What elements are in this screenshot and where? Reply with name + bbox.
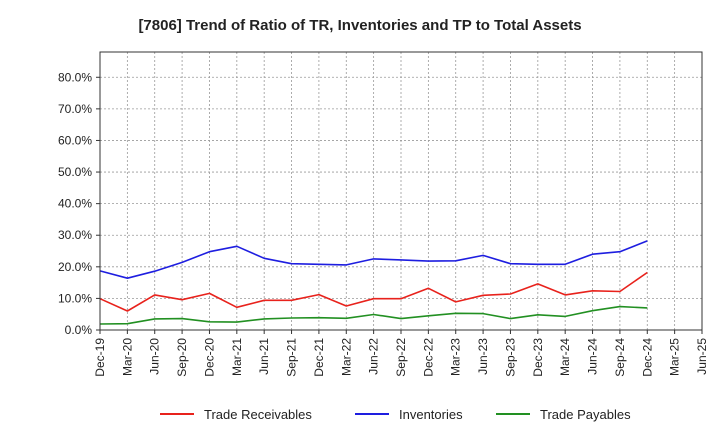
grid-lines (100, 52, 702, 330)
y-tick-label: 10.0% (58, 291, 92, 305)
x-tick-label: Jun-24 (586, 338, 600, 375)
x-tick-label: Sep-24 (613, 338, 627, 377)
y-tick-label: 60.0% (58, 133, 92, 147)
series-line-inventories (99, 240, 648, 280)
x-tick-label: Jun-20 (148, 338, 162, 375)
x-tick-label: Mar-20 (120, 338, 134, 376)
y-tick-label: 30.0% (58, 228, 92, 242)
x-tick-label: Mar-25 (668, 338, 682, 376)
x-tick-label: Sep-21 (285, 338, 299, 377)
legend: Trade Receivables Inventories Trade Payabl… (160, 407, 631, 422)
chart-title: [7806] Trend of Ratio of TR, Inventories… (138, 17, 581, 34)
x-tick-label: Jun-21 (257, 338, 271, 375)
x-tick-label: Dec-22 (421, 338, 435, 377)
x-tick-label: Sep-22 (394, 338, 408, 377)
x-tick-label: Dec-21 (312, 338, 326, 377)
x-tick-label: Mar-22 (339, 338, 353, 376)
y-tick-label: 0.0% (65, 323, 93, 337)
x-tick-label: Jun-22 (367, 338, 381, 375)
legend-label-trade-payables: Trade Payables (540, 407, 631, 422)
y-tick-label: 70.0% (58, 102, 92, 116)
x-tick-label: Dec-20 (202, 338, 216, 377)
x-tick-label: Dec-24 (640, 338, 654, 377)
series-line-trade-receivables (99, 271, 648, 312)
y-tick-label: 40.0% (58, 197, 92, 211)
x-tick-label: Mar-24 (558, 338, 572, 376)
series-lines (99, 240, 648, 325)
x-tick-label: Jun-25 (695, 338, 709, 375)
x-tick-label: Sep-20 (175, 338, 189, 377)
x-tick-label: Dec-23 (531, 338, 545, 377)
legend-label-inventories: Inventories (399, 407, 463, 422)
legend-label-trade-receivables: Trade Receivables (204, 407, 312, 422)
x-tick-label: Mar-21 (230, 338, 244, 376)
x-axis-ticks: Dec-19 Mar-20 Jun-20 Sep-20 Dec-20 Mar-21 Jun-… (93, 330, 709, 377)
x-tick-label: Dec-19 (93, 338, 107, 377)
y-axis-ticks: 0.0% 10.0% 20.0% 30.0% 40.0% 50.0% 60.0% 70.0% 8… (58, 70, 100, 337)
x-tick-label: Jun-23 (476, 338, 490, 375)
series-line-trade-payables (99, 305, 648, 325)
x-tick-label: Mar-23 (449, 338, 463, 376)
y-tick-label: 80.0% (58, 70, 92, 84)
y-tick-label: 20.0% (58, 260, 92, 274)
x-tick-label: Sep-23 (503, 338, 517, 377)
y-tick-label: 50.0% (58, 165, 92, 179)
